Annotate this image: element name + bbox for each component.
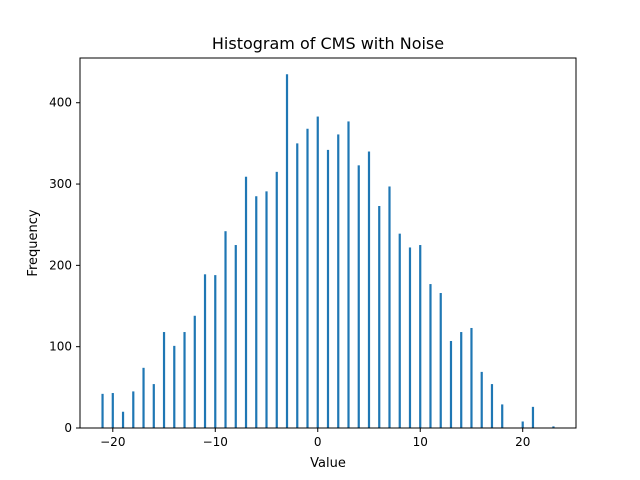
bar [234,245,237,428]
x-axis-label: Value [310,456,346,471]
bar [152,384,155,428]
y-tick-label: 100 [49,340,72,354]
bar [296,143,299,428]
chart-title: Histogram of CMS with Noise [212,34,444,53]
bar [480,371,483,428]
y-tick-label: 300 [49,177,72,191]
bar [255,196,258,428]
bar [470,327,473,428]
x-tick-label: −20 [100,435,125,449]
bar [244,176,248,428]
bar [101,393,104,428]
bar [132,391,135,428]
bar [439,293,442,428]
y-tick-label: 0 [64,421,72,435]
bars-group [101,74,555,429]
bar [193,315,196,428]
bar [326,149,330,428]
bar [111,393,114,428]
plot-frame [79,57,577,429]
x-tick-label: −10 [203,435,228,449]
y-tick-label: 200 [49,258,72,272]
bar [285,74,289,428]
bar [419,245,422,428]
bar [408,247,412,428]
x-axis-ticks: −20 −10 0 10 20 [100,428,530,449]
bar [552,426,555,428]
bar [214,275,217,428]
bar [121,411,125,428]
bar [388,186,391,428]
bar [367,151,371,428]
bar [203,274,207,428]
bar [347,121,350,429]
bar [521,421,524,428]
y-axis-label: Frequency [26,209,41,276]
bar [460,332,463,428]
bar [337,134,340,428]
bar [357,165,360,428]
x-tick-label: 20 [515,435,530,449]
bar [398,233,401,428]
x-tick-label: 10 [413,435,428,449]
y-tick-label: 400 [49,96,72,110]
bar [378,206,381,428]
bar [316,116,319,429]
bar [490,384,494,428]
bar [183,332,186,428]
y-axis-ticks: 0 100 200 300 400 [49,96,80,435]
bar [275,171,278,428]
bar [173,345,176,428]
bar [224,231,227,428]
bar [531,406,535,428]
bar [142,367,145,428]
bar [162,332,166,428]
bar [449,340,453,428]
bar [429,284,432,428]
bar [306,128,309,428]
x-tick-label: 0 [314,435,322,449]
bar [265,191,268,428]
bar [501,404,504,428]
